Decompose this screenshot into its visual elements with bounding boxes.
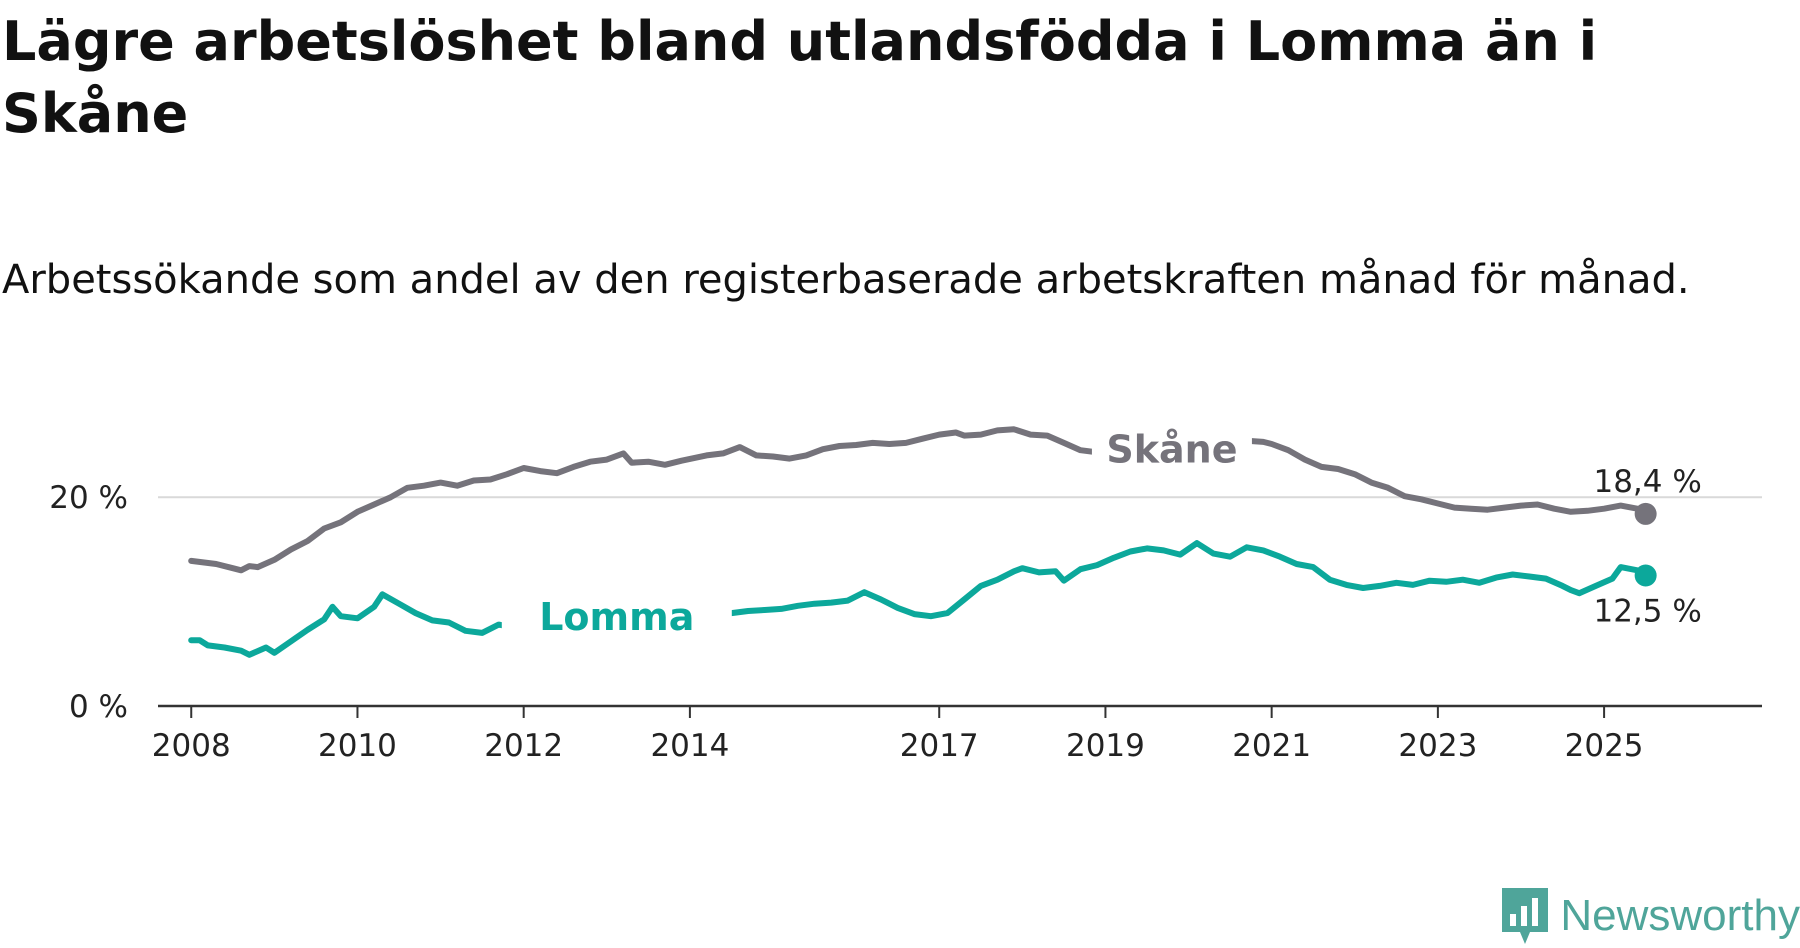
chart-title: Lägre arbetslöshet bland utlandsfödda i … xyxy=(2,10,1598,145)
series-label-bg xyxy=(501,598,732,643)
newsworthy-logo-icon xyxy=(1502,888,1549,944)
x-tick-label: 2012 xyxy=(484,728,563,764)
y-tick-label: 20 % xyxy=(49,480,128,516)
series-line-skne xyxy=(188,426,1649,574)
chart-subtitle: Arbetssökande som andel av den registerb… xyxy=(2,257,1690,303)
y-tick-label: 0 % xyxy=(69,689,128,725)
x-tick-label: 2008 xyxy=(152,728,231,764)
series-line-lomma xyxy=(188,540,1649,658)
series-label-skane: Skåne xyxy=(1106,428,1237,472)
x-tick-label: 2010 xyxy=(318,728,397,764)
end-value-label-lomma: 12,5 % xyxy=(1593,594,1701,630)
series-endpoint xyxy=(1634,502,1657,525)
brand-name: Newsworthy xyxy=(1560,891,1800,940)
series-label-lomma: Lomma xyxy=(539,595,694,639)
series-endpoint xyxy=(1634,564,1657,587)
x-tick-label: 2023 xyxy=(1398,728,1477,764)
end-value-label-skane: 18,4 % xyxy=(1593,464,1701,500)
x-tick-label: 2014 xyxy=(650,728,729,764)
x-tick-label: 2021 xyxy=(1232,728,1311,764)
x-tick-label: 2025 xyxy=(1565,728,1644,764)
x-tick-label: 2019 xyxy=(1066,728,1145,764)
brand-logo: Newsworthy xyxy=(1500,884,1800,948)
x-tick-label: 2017 xyxy=(900,728,979,764)
series-label-bg xyxy=(1091,430,1252,475)
